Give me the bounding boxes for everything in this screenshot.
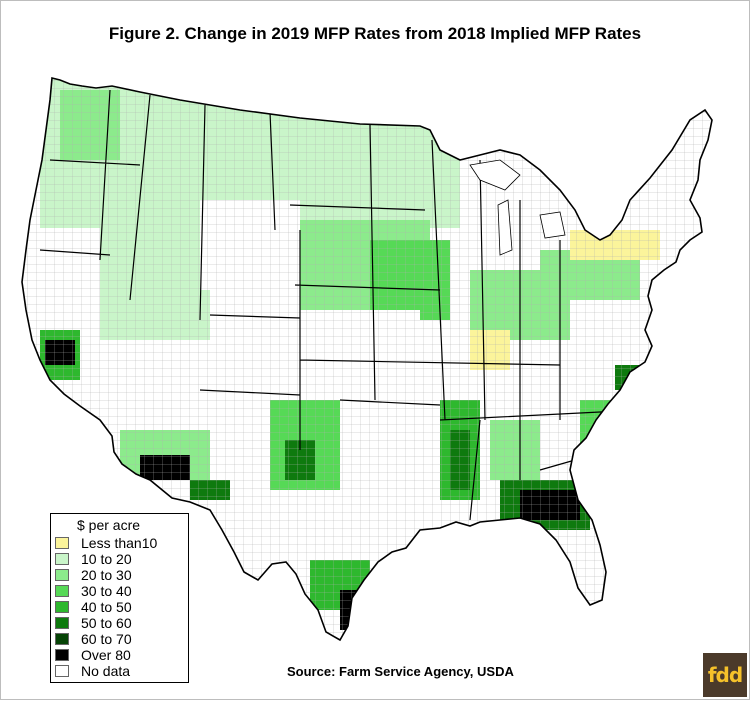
state-boundaries bbox=[39, 89, 641, 521]
legend-label: 30 to 40 bbox=[81, 583, 132, 599]
lake-michigan bbox=[497, 199, 513, 256]
legend-label: 60 to 70 bbox=[81, 631, 132, 647]
legend-item: 30 to 40 bbox=[55, 583, 187, 599]
legend-item: 50 to 60 bbox=[55, 615, 187, 631]
lake-huron bbox=[539, 211, 566, 239]
legend-item: 40 to 50 bbox=[55, 599, 187, 615]
legend-swatch bbox=[55, 585, 69, 597]
legend-label: 50 to 60 bbox=[81, 615, 132, 631]
legend-item: No data bbox=[55, 663, 187, 679]
legend-swatch bbox=[55, 553, 69, 565]
legend-item: 10 to 20 bbox=[55, 551, 187, 567]
legend-swatch bbox=[55, 569, 69, 581]
map-title: Figure 2. Change in 2019 MFP Rates from … bbox=[108, 24, 642, 43]
legend-swatch bbox=[55, 617, 69, 629]
legend-label: 40 to 50 bbox=[81, 599, 132, 615]
legend-swatch bbox=[55, 633, 69, 645]
legend-label: 20 to 30 bbox=[81, 567, 132, 583]
legend-label: Over 80 bbox=[81, 647, 131, 663]
legend-item: 20 to 30 bbox=[55, 567, 187, 583]
legend-swatch bbox=[55, 537, 69, 549]
legend-title: $ per acre bbox=[77, 517, 141, 533]
legend-item: Less than10 bbox=[55, 535, 187, 551]
fdd-logo: fdd bbox=[703, 653, 747, 697]
legend-swatch bbox=[55, 649, 69, 661]
legend-item: 60 to 70 bbox=[55, 631, 187, 647]
legend-label: 10 to 20 bbox=[81, 551, 132, 567]
legend-swatch bbox=[55, 665, 69, 677]
legend-item: Over 80 bbox=[55, 647, 187, 663]
legend-swatch bbox=[55, 601, 69, 613]
source-note: Source: Farm Service Agency, USDA bbox=[287, 664, 514, 679]
map-legend: $ per acre Less than10 10 to 20 20 to 30… bbox=[50, 513, 189, 683]
legend-label: Less than10 bbox=[81, 535, 158, 551]
lake-superior bbox=[469, 159, 521, 191]
legend-label: No data bbox=[81, 663, 131, 679]
